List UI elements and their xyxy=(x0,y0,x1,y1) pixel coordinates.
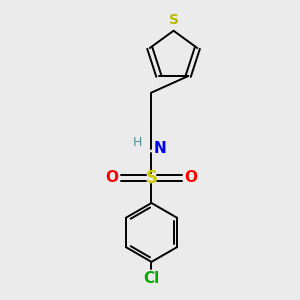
Text: Cl: Cl xyxy=(143,271,160,286)
Text: O: O xyxy=(185,170,198,185)
Text: O: O xyxy=(105,170,118,185)
Text: S: S xyxy=(169,13,178,27)
Text: N: N xyxy=(154,141,167,156)
Text: H: H xyxy=(133,136,142,148)
Text: S: S xyxy=(146,169,158,187)
